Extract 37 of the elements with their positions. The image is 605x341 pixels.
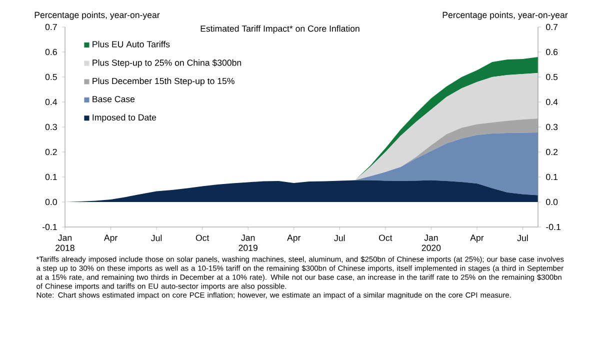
y-tick-label: 0.1 [45,174,57,180]
x-tick-label: Jul [151,234,162,242]
x-tick-label: Jul [517,234,528,242]
y-axis-title: Percentage points, year-on-year [34,12,160,20]
x-tick-label: Apr [470,234,484,243]
x-tick-label: Apr [287,234,301,243]
y-tick-label: 0.5 [45,74,57,80]
legend-label: Plus Step-up to 25% on China $300bn [92,59,242,68]
y-tick-label: -0.1 [42,224,57,230]
x-tick-label: Jan 2019 [238,234,258,251]
x-tick-label: Jan 2020 [422,234,441,251]
x-tick-label: Jul [334,234,345,242]
y2-tick-label: -0.1 [546,224,560,230]
y2-tick-label: 0.7 [546,24,558,30]
legend-label: Imposed to Date [92,114,156,122]
x-tick-label: Apr [104,234,118,243]
legend-label: Base Case [92,96,135,102]
y2-tick-label: 0.5 [546,74,558,80]
y2-tick-label: 0.1 [546,174,558,180]
legend-label: Plus December 15th Step-up to 15% [92,78,234,86]
y-tick-label: 0.0 [45,198,57,206]
y2-tick-label: 0.4 [546,98,558,106]
y2-tick-label: 0.0 [546,198,558,206]
y-tick-label: 0.7 [45,24,57,30]
y2-tick-label: 0.2 [546,148,558,156]
chart-title: Estimated Tariff Impact* on Core Inflation [200,25,360,34]
y2-tick-label: 0.3 [546,124,558,130]
x-tick-label: Oct [196,234,210,241]
y-tick-label: 0.2 [45,148,57,156]
y2-axis-title: Percentage points, year-on-year [442,12,568,20]
y-tick-label: 0.6 [45,48,57,56]
legend-label: Plus EU Auto Tariffs [92,40,170,48]
y2-tick-label: 0.6 [546,48,558,56]
y-tick-label: 0.3 [45,124,57,130]
x-tick-label: Oct [379,234,392,241]
x-tick-label: Jan 2018 [56,234,74,251]
y-tick-label: 0.4 [45,98,58,106]
